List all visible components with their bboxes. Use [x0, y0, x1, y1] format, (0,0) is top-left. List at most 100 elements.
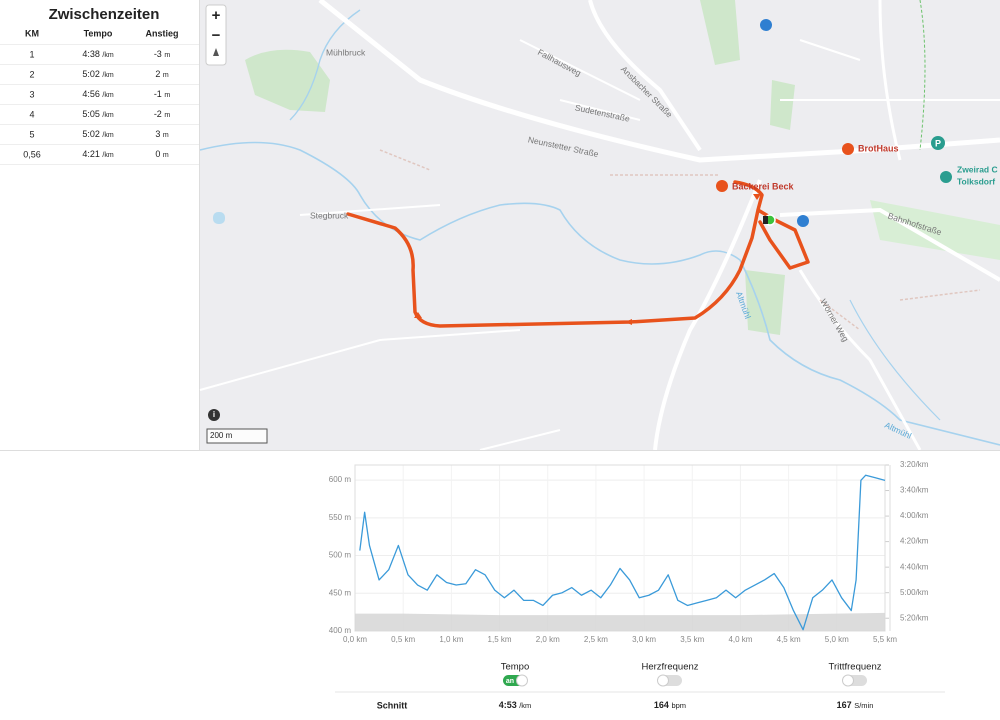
pace-unit: /km	[102, 112, 113, 119]
zoom-in[interactable]: +	[212, 7, 221, 24]
poi-label[interactable]: Tolksdorf	[957, 176, 995, 186]
poi-label[interactable]: Bäckerei Beck	[732, 181, 795, 191]
y2-tick-label: 5:00/km	[900, 588, 929, 597]
y-tick-label: 450 m	[329, 588, 352, 597]
split-km: 1	[29, 49, 34, 59]
split-climb: -1 m	[154, 89, 171, 99]
split-climb: 3 m	[155, 129, 169, 139]
split-km: 4	[29, 109, 34, 119]
summary-number: 167	[837, 700, 852, 710]
legend: Tempo an Herzfrequenz Trittfrequenz	[501, 662, 882, 687]
summary-value: 167 S/min	[837, 700, 874, 710]
summary-number: 164	[654, 700, 669, 710]
summary-unit: S/min	[854, 701, 873, 710]
road	[878, 0, 902, 161]
y2-tick-label: 5:20/km	[900, 613, 929, 622]
x-tick-label: 2,0 km	[536, 635, 560, 644]
climb-unit: m	[163, 72, 169, 79]
scale-label: 200 m	[210, 431, 233, 440]
poi-label[interactable]: Zweirad C	[957, 164, 998, 174]
summary-value: 164 bpm	[654, 700, 686, 710]
finish-marker	[763, 216, 768, 224]
poi-label[interactable]: BrotHaus	[858, 143, 899, 153]
map-background	[200, 0, 1000, 450]
split-pace: 4:21 /km	[82, 149, 113, 159]
zoom-out[interactable]: −	[212, 27, 221, 44]
info-letter: i	[213, 410, 215, 419]
climb-unit: m	[164, 112, 170, 119]
split-pace: 5:02 /km	[82, 129, 113, 139]
legend-label: Trittfrequenz	[829, 662, 882, 673]
toggle-knob[interactable]	[657, 674, 669, 687]
pace-unit: /km	[102, 92, 113, 99]
place-label: Stegbruck	[310, 210, 349, 220]
place-label: Mühlbruck	[326, 47, 366, 57]
summary: 4:53 /km 164 bpm 167 S/min	[499, 700, 874, 710]
split-pace: 5:05 /km	[82, 109, 113, 119]
toggle-knob[interactable]	[516, 674, 528, 687]
zoom-control	[205, 4, 227, 66]
y2-tick-label: 4:00/km	[900, 511, 929, 520]
poi-icon[interactable]	[842, 143, 854, 155]
pace-value: 4:21	[82, 149, 100, 159]
park	[700, 0, 740, 65]
toggle-knob[interactable]	[842, 674, 854, 687]
splits-panel	[0, 0, 200, 450]
summary-label: Schnitt	[377, 700, 408, 710]
column-header: Tempo	[84, 28, 113, 38]
split-pace: 4:56 /km	[82, 89, 113, 99]
climb-value: -3	[154, 49, 162, 59]
climb-unit: m	[163, 152, 169, 159]
pace-unit: /km	[102, 52, 113, 59]
column-header: KM	[25, 28, 39, 38]
x-tick-label: 4,0 km	[728, 635, 752, 644]
park	[245, 49, 330, 112]
climb-value: -2	[154, 109, 162, 119]
pace-value: 5:05	[82, 109, 100, 119]
road	[588, 0, 702, 152]
y2-tick-label: 4:40/km	[900, 562, 929, 571]
climb-unit: m	[164, 52, 170, 59]
stream	[289, 9, 361, 121]
summary-unit: /km	[519, 701, 531, 710]
split-pace: 5:02 /km	[82, 69, 113, 79]
poi-icon[interactable]	[760, 19, 772, 31]
climb-unit: m	[164, 92, 170, 99]
x-tick-label: 1,5 km	[488, 635, 512, 644]
chart: 400 m 450 m 500 m 550 m 600 m 0,0 km 0,5 km 1,0…	[329, 460, 929, 644]
sports-field	[745, 270, 785, 335]
parking-icon[interactable]	[931, 136, 945, 150]
x-tick-label: 2,5 km	[584, 635, 608, 644]
x-tick-label: 3,5 km	[680, 635, 704, 644]
plot-frame	[354, 464, 886, 632]
compass[interactable]	[213, 48, 219, 56]
x-tick-label: 5,5 km	[873, 635, 897, 644]
y2-tick-label: 3:40/km	[900, 486, 929, 495]
column-header: Anstieg	[145, 28, 178, 38]
pace-value: 5:02	[82, 69, 100, 79]
split-km: 5	[29, 129, 34, 139]
x-tick-label: 5,0 km	[825, 635, 849, 644]
climb-value: 0	[155, 149, 160, 159]
info-button[interactable]	[208, 409, 220, 421]
scale-bar	[206, 428, 268, 444]
pace-value: 4:38	[82, 49, 100, 59]
pace-unit: /km	[102, 72, 113, 79]
split-climb: -2 m	[154, 109, 171, 119]
splits-title: Zwischenzeiten	[49, 6, 160, 23]
summary-number: 4:53	[499, 700, 517, 710]
y-tick-label: 400 m	[329, 626, 352, 635]
split-climb: -3 m	[154, 49, 171, 59]
summary-value: 4:53 /km	[499, 700, 532, 710]
poi-icon[interactable]	[797, 215, 809, 227]
x-tick-label: 4,5 km	[777, 635, 801, 644]
x-tick-label: 0,5 km	[391, 635, 415, 644]
poi-icon[interactable]	[940, 171, 952, 183]
climb-value: 3	[155, 129, 160, 139]
poi-icon[interactable]	[716, 180, 728, 192]
road	[318, 0, 1000, 163]
climb-unit: m	[163, 132, 169, 139]
y2-tick-label: 4:20/km	[900, 537, 929, 546]
split-km: 0,56	[23, 149, 41, 159]
